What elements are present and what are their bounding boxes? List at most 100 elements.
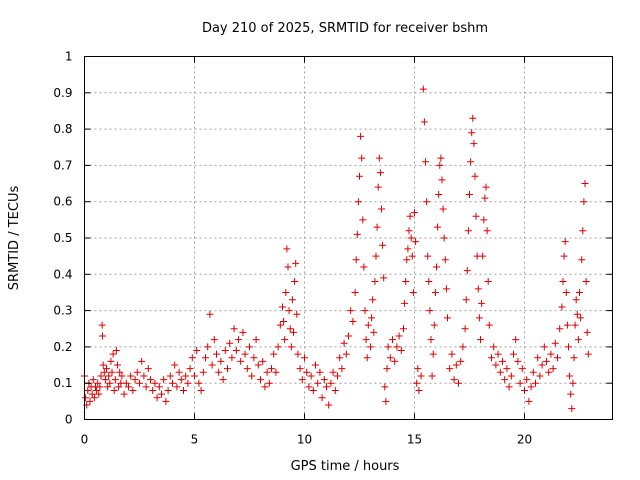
data-point xyxy=(282,288,290,296)
data-point xyxy=(292,259,300,267)
data-point xyxy=(94,379,102,387)
data-point xyxy=(574,336,582,344)
data-point xyxy=(560,252,568,260)
data-point xyxy=(381,383,389,391)
data-point xyxy=(426,307,434,315)
data-point xyxy=(437,154,445,162)
x-tick-label: 15 xyxy=(407,433,422,447)
data-point xyxy=(309,386,317,394)
data-point xyxy=(184,379,192,387)
data-point xyxy=(334,372,341,380)
data-point xyxy=(316,368,324,376)
data-point xyxy=(435,190,443,198)
data-point xyxy=(114,361,121,369)
data-point xyxy=(232,347,240,355)
data-point xyxy=(101,376,109,384)
data-point xyxy=(414,365,422,373)
x-tick-label: 10 xyxy=(297,433,312,447)
data-point xyxy=(331,386,339,394)
data-point xyxy=(353,230,361,238)
data-point xyxy=(370,328,378,336)
data-point xyxy=(372,252,380,260)
data-point xyxy=(464,227,472,235)
data-point xyxy=(213,350,220,358)
data-point xyxy=(158,390,165,398)
data-point xyxy=(254,361,262,369)
data-point xyxy=(206,310,214,318)
data-point xyxy=(147,376,154,384)
data-point xyxy=(107,357,115,365)
data-point xyxy=(413,379,421,387)
data-point xyxy=(545,368,553,376)
data-point xyxy=(516,379,524,387)
y-tick-label: 1 xyxy=(65,50,73,64)
data-point xyxy=(219,376,227,384)
data-point xyxy=(250,354,258,362)
data-point xyxy=(351,288,359,296)
y-tick-label: 0.4 xyxy=(53,267,72,281)
data-point xyxy=(529,368,537,376)
data-point xyxy=(99,361,107,369)
data-point xyxy=(296,365,304,373)
data-point xyxy=(138,357,146,365)
data-point xyxy=(523,376,531,384)
data-point xyxy=(166,372,174,380)
data-point xyxy=(467,158,475,166)
data-point xyxy=(180,386,187,394)
data-point xyxy=(438,176,446,184)
data-point xyxy=(197,386,205,394)
data-point xyxy=(228,354,236,362)
data-point xyxy=(149,386,157,394)
data-point xyxy=(364,321,372,329)
data-point xyxy=(450,376,458,384)
data-point xyxy=(338,365,346,373)
data-point xyxy=(481,194,489,202)
data-point xyxy=(89,376,97,384)
data-point xyxy=(136,379,143,387)
data-point xyxy=(477,336,484,344)
data-point xyxy=(488,354,495,362)
x-tick-label: 0 xyxy=(81,433,89,447)
data-point xyxy=(342,350,350,358)
data-point xyxy=(459,343,467,351)
data-point xyxy=(405,227,413,235)
data-point xyxy=(400,325,407,333)
data-point xyxy=(293,310,301,318)
data-point xyxy=(571,321,579,329)
y-tick-label: 0.1 xyxy=(53,376,72,390)
data-point xyxy=(428,372,436,380)
data-point xyxy=(420,118,428,126)
data-point xyxy=(286,325,294,333)
data-point xyxy=(433,263,440,271)
data-point xyxy=(397,347,405,355)
data-point xyxy=(307,372,315,380)
data-point xyxy=(208,361,216,369)
data-point xyxy=(186,365,194,373)
y-tick-label: 0.5 xyxy=(53,231,72,245)
data-point xyxy=(151,379,159,387)
data-point xyxy=(448,350,456,358)
data-point xyxy=(492,361,500,369)
data-points xyxy=(81,85,592,413)
y-tick-label: 0.6 xyxy=(53,195,72,209)
data-point xyxy=(349,317,357,325)
data-point xyxy=(402,278,410,286)
data-point xyxy=(373,223,381,231)
data-point xyxy=(360,263,368,271)
data-point xyxy=(173,383,181,391)
data-point xyxy=(538,361,546,369)
data-point xyxy=(221,347,229,355)
data-point xyxy=(485,321,493,329)
data-point xyxy=(239,328,247,336)
data-point xyxy=(125,383,132,391)
data-point xyxy=(237,357,245,365)
data-point xyxy=(578,256,586,264)
data-point xyxy=(357,132,365,140)
data-point xyxy=(204,343,212,351)
data-point xyxy=(224,365,231,373)
data-point xyxy=(352,256,360,264)
data-point xyxy=(368,314,376,322)
data-point xyxy=(246,343,253,351)
data-point xyxy=(424,252,432,260)
data-point xyxy=(510,350,517,358)
